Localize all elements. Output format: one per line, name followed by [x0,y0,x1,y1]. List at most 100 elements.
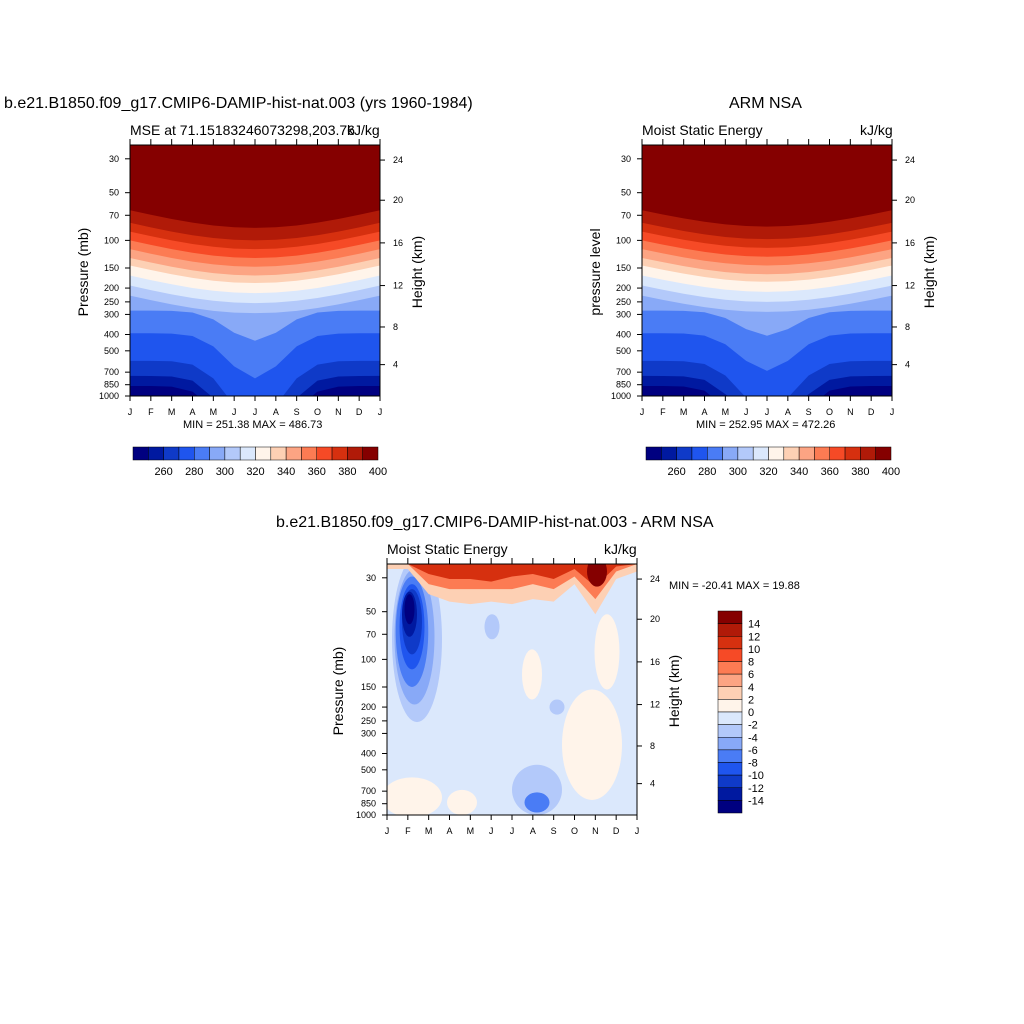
y2-tick-label: 12 [393,281,403,291]
colorbar-label: 380 [851,466,869,478]
x-tick-label: J [253,407,258,417]
colorbar-label: 6 [748,669,754,681]
colorbar-label: 340 [277,466,295,478]
x-tick-label: O [314,407,321,417]
colorbar-label: 360 [821,466,839,478]
x-tick-label: M [467,826,475,836]
colorbar-box [255,446,272,461]
y2-tick-label: 24 [650,574,660,584]
x-tick-label: J [510,826,515,836]
colorbar-label: 300 [729,466,747,478]
colorbar-box [860,446,876,461]
neg-contour [484,614,500,640]
colorbar-box [844,446,861,461]
x-tick-label: N [592,826,599,836]
panel1-field [130,145,380,396]
y-tick-label: 100 [616,235,631,245]
panel1-plot: J F M A M J J A S O N D J 30 50 70 100 150 200 250 300 400 500… [99,139,403,417]
y-tick-label: 300 [104,309,119,319]
colorbar-box [752,446,769,461]
x-tick-label: J [489,826,494,836]
y-tick-label: 700 [361,786,376,796]
y2-tick-label: 20 [393,195,403,205]
x-tick-label: S [806,407,812,417]
panel3-suptitle: b.e21.B1850.f09_g17.CMIP6-DAMIP-hist-nat… [276,514,714,531]
panel2-stats: MIN = 252.95 MAX = 472.26 [696,419,836,431]
y-tick-label: 700 [616,367,631,377]
colorbar-box [645,446,662,461]
colorbar-box [707,446,723,461]
y-tick-label: 500 [104,346,119,356]
x-tick-label: D [868,407,875,417]
neg-contour [549,699,565,715]
colorbar-label: -2 [748,720,758,732]
x-tick-label: M [722,407,730,417]
y-tick-label: 30 [366,573,376,583]
y-tick-label: 70 [109,210,119,220]
y2-tick-label: 8 [650,741,655,751]
y-tick-label: 100 [361,654,376,664]
colorbar-label: 12 [748,631,760,643]
y-tick-label: 300 [616,309,631,319]
colorbar-box [875,446,892,461]
colorbar-box [717,749,743,763]
y2-tick-label: 20 [905,195,915,205]
x-tick-label: O [571,826,578,836]
y2-tick-label: 16 [650,657,660,667]
x-tick-label: A [189,407,195,417]
colorbar-box [347,446,363,461]
x-tick-label: A [446,826,452,836]
panel3-plot: J F M A M J J A S O N D J 30 50 70 100 150 200 250 300 400 500… [356,558,660,836]
colorbar-box [316,446,333,461]
colorbar-box [194,446,210,461]
colorbar-label: 260 [154,466,172,478]
panel2-plot: J F M A M J J A S O N D J 30 50 70 100 150 200 250 300 400 500… [611,139,915,417]
y2-tick-label: 16 [393,238,403,248]
colorbar-box [331,446,348,461]
contour-band [130,375,380,396]
y-tick-label: 100 [104,235,119,245]
y-tick-label: 850 [616,380,631,390]
x-tick-label: S [294,407,300,417]
x-tick-label: A [530,826,536,836]
x-tick-label: M [168,407,176,417]
x-tick-label: F [660,407,666,417]
colorbar-label: 10 [748,644,760,656]
colorbar-label: 280 [698,466,716,478]
colorbar-box [691,446,708,461]
colorbar-label: 280 [185,466,203,478]
y2-tick-label: 12 [905,281,915,291]
y-tick-label: 30 [621,154,631,164]
x-tick-label: A [701,407,707,417]
colorbar-label: 14 [748,619,760,631]
y-tick-label: 500 [616,346,631,356]
pos-contour [447,789,477,815]
y-tick-label: 50 [109,188,119,198]
x-tick-label: J [128,407,133,417]
colorbar-label: 380 [338,466,356,478]
x-tick-label: D [613,826,620,836]
colorbar-box [717,673,743,687]
colorbar-box [717,737,743,751]
pos-contour [522,649,542,700]
colorbar-box [814,446,830,461]
colorbar-box [224,446,241,461]
colorbar-box [798,446,815,461]
colorbar-box [717,699,743,713]
colorbar-box [717,623,743,637]
colorbar-box [270,446,287,461]
pos-contour [594,614,620,690]
x-tick-label: D [356,407,363,417]
neg-contour [404,594,415,625]
colorbar-label: 400 [369,466,387,478]
x-tick-label: A [273,407,279,417]
y2-tick-label: 8 [393,322,398,332]
x-tick-label: O [826,407,833,417]
panel1-left-title: MSE at 71.15183246073298,203.76 [130,122,355,138]
panel2-field [642,145,892,396]
pos-contour [562,689,622,800]
colorbar-box [676,446,693,461]
colorbar-box [717,724,743,738]
